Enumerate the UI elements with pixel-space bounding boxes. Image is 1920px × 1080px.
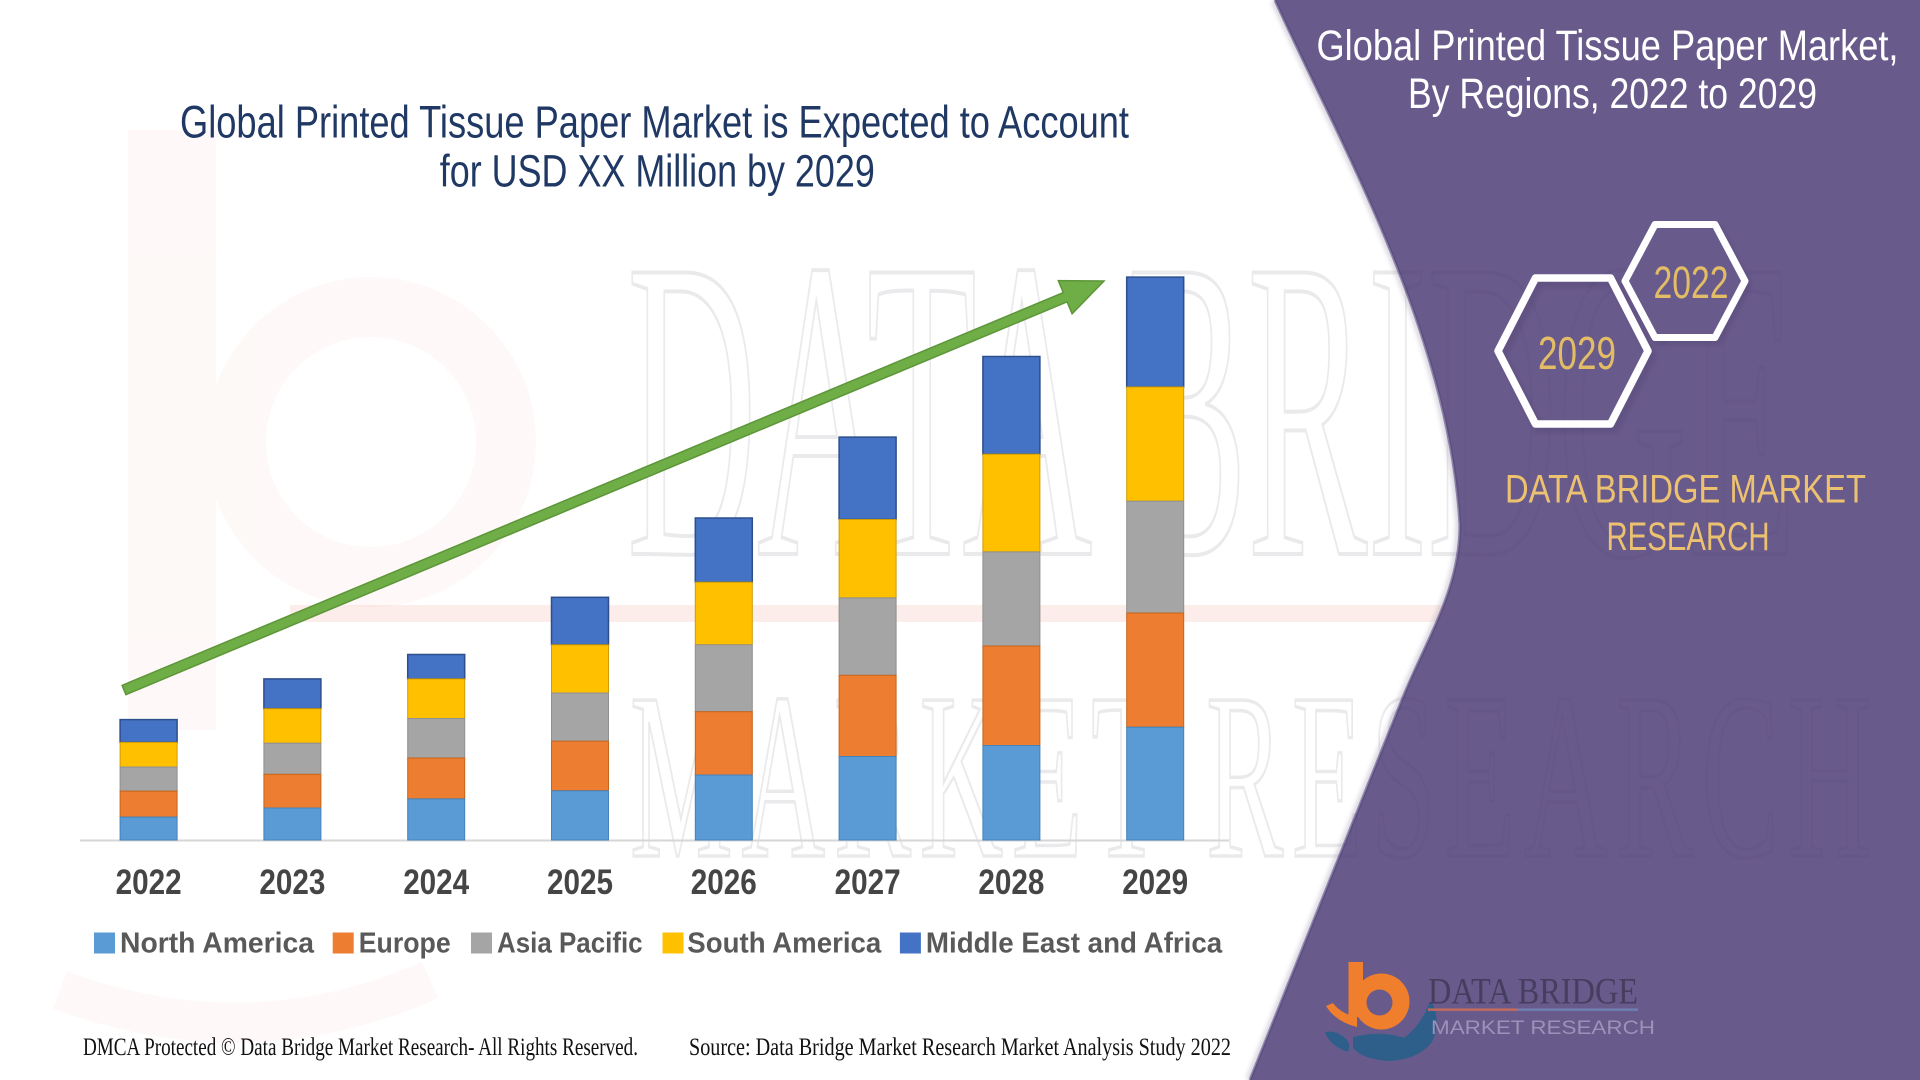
svg-text:Asia Pacific: Asia Pacific: [497, 928, 643, 960]
svg-text:2028: 2028: [978, 863, 1044, 902]
svg-text:2022: 2022: [1654, 257, 1729, 308]
svg-text:Middle East and Africa: Middle East and Africa: [926, 928, 1223, 960]
svg-text:MARKET RESEARCH: MARKET RESEARCH: [1431, 1018, 1655, 1039]
svg-text:DATA BRIDGE MARKET: DATA BRIDGE MARKET: [1505, 467, 1866, 511]
svg-text:2029: 2029: [1122, 863, 1188, 902]
svg-text:2027: 2027: [835, 863, 901, 902]
svg-text:DATA BRIDGE: DATA BRIDGE: [1428, 972, 1638, 1013]
svg-text:Source: Data Bridge Market Res: Source: Data Bridge Market Research Mark…: [689, 1034, 1231, 1061]
svg-text:Europe: Europe: [359, 928, 451, 960]
svg-text:Global Printed Tissue Paper Ma: Global Printed Tissue Paper Market,: [1317, 22, 1899, 70]
svg-text:2023: 2023: [259, 863, 325, 902]
svg-text:2024: 2024: [403, 863, 469, 902]
svg-text:North America: North America: [120, 928, 315, 960]
svg-text:South America: South America: [687, 928, 882, 960]
svg-text:2026: 2026: [691, 863, 757, 902]
svg-text:for USD XX Million by 2029: for USD XX Million by 2029: [440, 146, 875, 197]
svg-text:2022: 2022: [116, 863, 182, 902]
svg-text:By Regions, 2022 to 2029: By Regions, 2022 to 2029: [1408, 70, 1817, 118]
svg-text:RESEARCH: RESEARCH: [1607, 515, 1770, 559]
svg-text:DMCA Protected © Data Bridge M: DMCA Protected © Data Bridge Market Rese…: [83, 1034, 638, 1061]
svg-text:2025: 2025: [547, 863, 613, 902]
svg-text:2029: 2029: [1538, 327, 1616, 379]
svg-text:Global Printed Tissue Paper Ma: Global Printed Tissue Paper Market is Ex…: [180, 96, 1129, 147]
